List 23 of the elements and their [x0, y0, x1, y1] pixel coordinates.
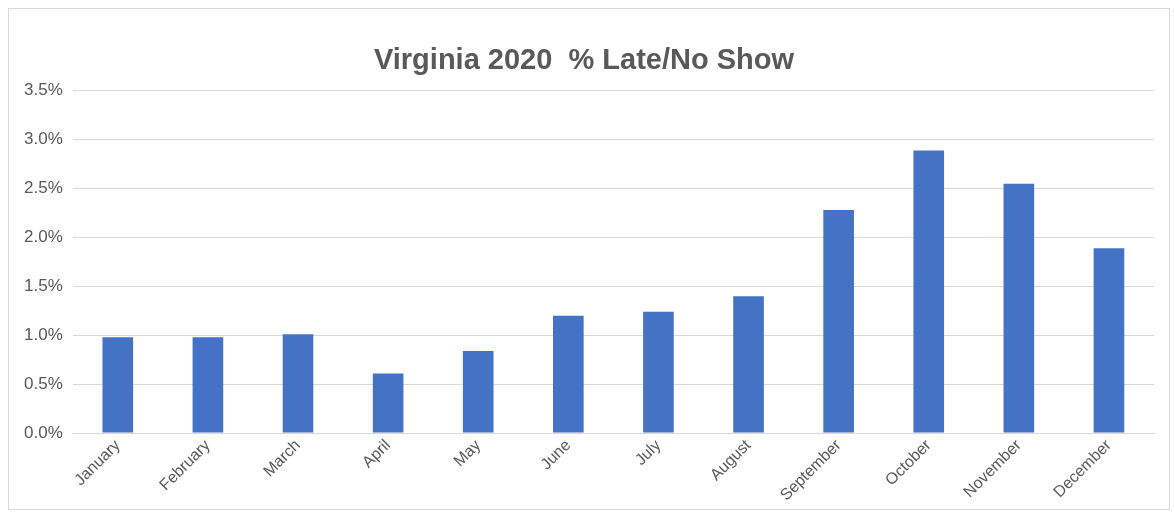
bar — [643, 311, 674, 433]
y-tick-label: 3.0% — [24, 129, 63, 149]
bar — [1093, 248, 1125, 433]
bar — [553, 315, 584, 433]
bar — [192, 337, 224, 433]
x-tick-label: July — [631, 436, 664, 469]
y-tick-label: 1.5% — [24, 276, 63, 296]
bar — [1003, 183, 1035, 433]
y-tick-label: 0.5% — [24, 373, 63, 393]
y-tick-label: 1.0% — [24, 324, 63, 344]
bar — [462, 350, 494, 433]
bar — [823, 210, 854, 433]
y-tick-label: 2.0% — [24, 227, 63, 247]
chart-title: Virginia 2020 % Late/No Show — [373, 43, 795, 76]
x-tick-label: May — [450, 436, 484, 470]
bar — [372, 373, 404, 433]
y-tick-label: 2.5% — [24, 178, 63, 198]
bar — [733, 296, 764, 433]
bar — [913, 150, 945, 433]
y-tick-label: 3.5% — [24, 80, 63, 100]
bar — [282, 334, 314, 433]
bar — [102, 337, 134, 433]
y-tick-label: 0.0% — [24, 422, 63, 442]
